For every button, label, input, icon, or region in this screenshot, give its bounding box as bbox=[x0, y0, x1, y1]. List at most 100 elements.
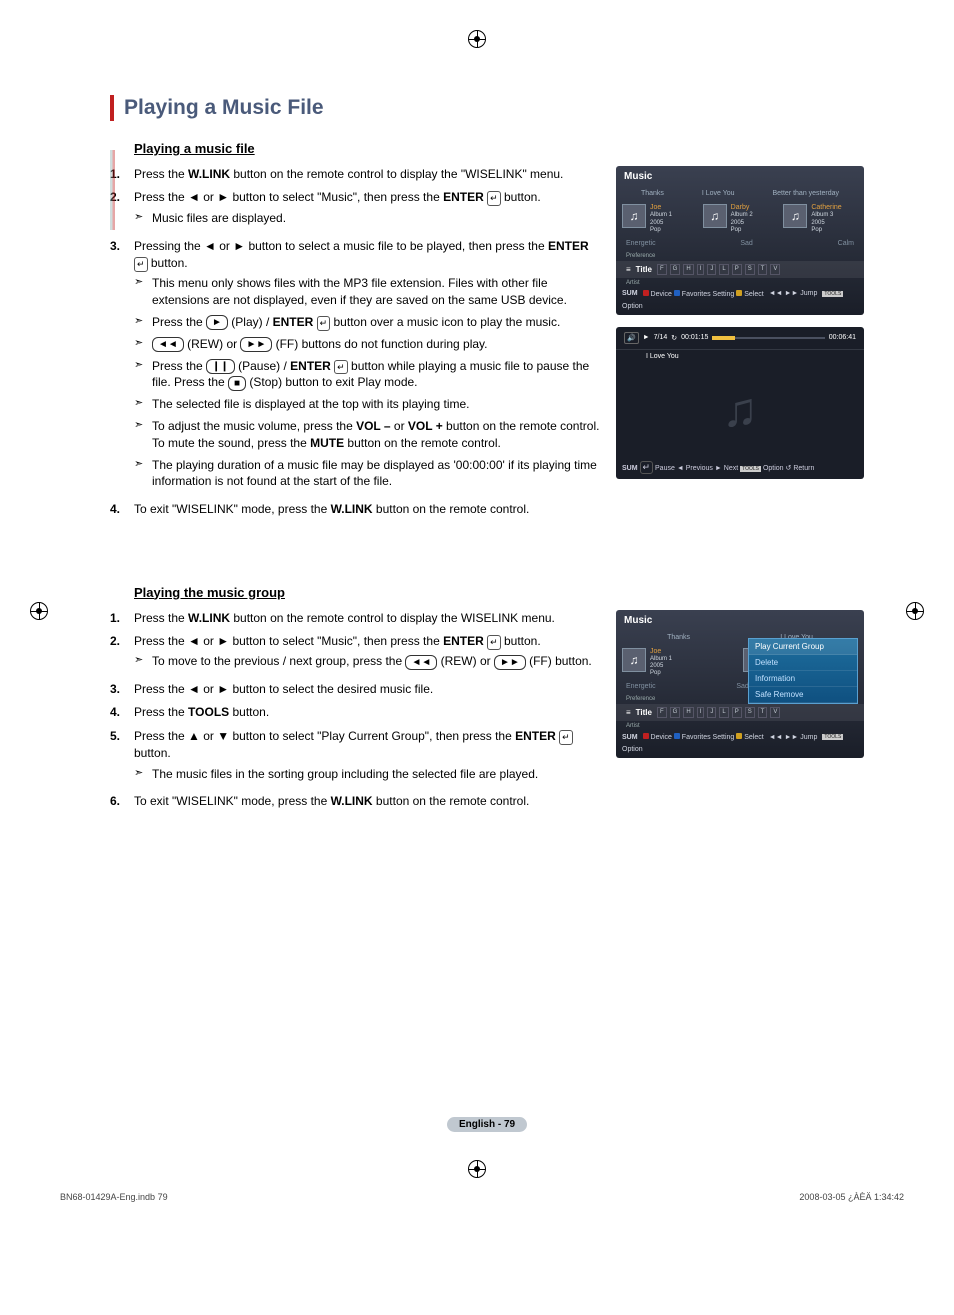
np-pause: Pause bbox=[655, 465, 675, 472]
tools-badge: TOOLS bbox=[822, 734, 843, 740]
sub-item: To adjust the music volume, press the VO… bbox=[134, 418, 602, 452]
tools-badge: TOOLS bbox=[822, 291, 843, 297]
sum-label: SUM bbox=[622, 465, 638, 472]
step-body: Press the ▲ or ▼ button to select "Play … bbox=[134, 728, 602, 788]
np-next: ► Next bbox=[715, 465, 738, 472]
step-number: 3. bbox=[110, 238, 134, 496]
alpha-cell: V bbox=[770, 264, 780, 275]
alpha-cell: L bbox=[719, 707, 728, 718]
sub-item: Press the ❙❙ (Pause) / ENTER ↵ button wh… bbox=[134, 358, 602, 392]
doc-footer: BN68-01429A-Eng.indb 79 2008-03-05 ¿ÀÈÄ … bbox=[0, 1172, 954, 1222]
music-icon: ♫ bbox=[622, 648, 646, 672]
sc-title: Music bbox=[616, 610, 864, 631]
sort-label: Title bbox=[636, 265, 652, 274]
music-browser-screenshot: Music Thanks I Love You Better than yester… bbox=[616, 166, 864, 315]
sum-label: SUM bbox=[622, 290, 638, 297]
step-item: 4.To exit "WISELINK" mode, press the W.L… bbox=[110, 501, 602, 518]
step-number: 6. bbox=[110, 793, 134, 810]
step-body: To exit "WISELINK" mode, press the W.LIN… bbox=[134, 501, 602, 518]
np-visual-icon: ♫ bbox=[616, 363, 864, 458]
alpha-cell: J bbox=[707, 264, 716, 275]
step-body: Press the ◄ or ► button to select "Music… bbox=[134, 633, 602, 675]
title-accent bbox=[110, 95, 114, 121]
step-number: 1. bbox=[110, 610, 134, 627]
sub-item: The selected file is displayed at the to… bbox=[134, 396, 602, 413]
alpha-cell: I bbox=[697, 264, 705, 275]
card-meta: CatherineAlbum 32005Pop bbox=[811, 204, 841, 234]
sub-list: This menu only shows files with the MP3 … bbox=[134, 275, 602, 490]
registration-mark bbox=[468, 1160, 486, 1178]
sort-icon: ≡ bbox=[626, 708, 631, 717]
mood-label: Energetic bbox=[626, 240, 656, 247]
step-item: 5.Press the ▲ or ▼ button to select "Pla… bbox=[110, 728, 602, 788]
step-item: 2.Press the ◄ or ► button to select "Mus… bbox=[110, 633, 602, 675]
page-number: English - 79 bbox=[447, 1117, 527, 1132]
np-play-icon: ► bbox=[643, 334, 650, 341]
step-item: 6.To exit "WISELINK" mode, press the W.L… bbox=[110, 793, 602, 810]
step-item: 1.Press the W.LINK button on the remote … bbox=[110, 166, 602, 183]
alpha-cell: F bbox=[657, 264, 667, 275]
alpha-cell: P bbox=[732, 707, 742, 718]
step-item: 3.Press the ◄ or ► button to select the … bbox=[110, 681, 602, 698]
page-number-row: English - 79 bbox=[110, 1117, 864, 1132]
footer-option: Option bbox=[622, 746, 643, 753]
step-number: 3. bbox=[110, 681, 134, 698]
alpha-cell: S bbox=[745, 707, 755, 718]
footer-option: Option bbox=[622, 303, 643, 310]
preference-label: Preference bbox=[616, 251, 864, 261]
sc-title: Music bbox=[616, 166, 864, 187]
alpha-cell: T bbox=[758, 707, 768, 718]
sub-item: This menu only shows files with the MP3 … bbox=[134, 275, 602, 309]
music-browser-menu-screenshot: Music ThanksI Love You Play Current Grou… bbox=[616, 610, 864, 759]
sort-label: Title bbox=[636, 708, 652, 717]
step-body: Press the W.LINK button on the remote co… bbox=[134, 610, 602, 627]
tab-label: Thanks bbox=[641, 190, 664, 197]
step-body: To exit "WISELINK" mode, press the W.LIN… bbox=[134, 793, 602, 810]
card-meta: DarbyAlbum 22005Pop bbox=[731, 204, 753, 234]
footer-item: Favorites Setting bbox=[674, 734, 736, 741]
mood-label: Sad bbox=[740, 240, 752, 247]
step-item: 3.Pressing the ◄ or ► button to select a… bbox=[110, 238, 602, 496]
context-menu-item: Delete bbox=[749, 655, 857, 671]
sum-label: SUM bbox=[622, 734, 638, 741]
sub-list: Music files are displayed. bbox=[134, 210, 602, 227]
np-loop-icon: ↻ bbox=[671, 334, 677, 342]
music-icon: ♫ bbox=[703, 204, 727, 228]
artist-label: Artist bbox=[616, 721, 864, 731]
tab-label: Better than yesterday bbox=[772, 190, 839, 197]
tab-label: I Love You bbox=[702, 190, 735, 197]
side-accent-bar bbox=[110, 150, 115, 230]
step-number: 4. bbox=[110, 704, 134, 721]
tools-badge: TOOLS bbox=[740, 466, 761, 472]
alpha-cell: T bbox=[758, 264, 768, 275]
mood-label: Energetic bbox=[626, 683, 656, 690]
step-body: Press the TOOLS button. bbox=[134, 704, 602, 721]
sub-item: To move to the previous / next group, pr… bbox=[134, 653, 602, 670]
page-title-row: Playing a Music File bbox=[110, 95, 864, 121]
step-body: Press the W.LINK button on the remote co… bbox=[134, 166, 602, 183]
np-return: ↺ Return bbox=[786, 465, 815, 472]
step-item: 2.Press the ◄ or ► button to select "Mus… bbox=[110, 189, 602, 231]
card-meta: JoeAlbum 12005Pop bbox=[650, 204, 672, 234]
registration-mark bbox=[468, 30, 486, 48]
enter-icon: ↵ bbox=[640, 461, 654, 474]
np-prev: ◄ Previous bbox=[677, 465, 713, 472]
mood-label: Sad bbox=[736, 683, 748, 690]
step-item: 1.Press the W.LINK button on the remote … bbox=[110, 610, 602, 627]
music-card: ♫JoeAlbum 12005Pop bbox=[622, 648, 737, 678]
footer-item: Select bbox=[736, 291, 763, 298]
music-card: ♫JoeAlbum 12005Pop bbox=[622, 204, 697, 234]
music-card: ♫DarbyAlbum 22005Pop bbox=[703, 204, 778, 234]
artist-label: Artist bbox=[616, 278, 864, 288]
music-icon: ♫ bbox=[783, 204, 807, 228]
step-body: Press the ◄ or ► button to select "Music… bbox=[134, 189, 602, 231]
sub-item: Press the ► (Play) / ENTER ↵ button over… bbox=[134, 314, 602, 331]
alpha-cell: G bbox=[670, 707, 681, 718]
tab-label: Thanks bbox=[667, 634, 690, 641]
sort-icon: ≡ bbox=[626, 265, 631, 274]
np-elapsed: 00:01:15 bbox=[681, 334, 708, 341]
context-menu-item: Safe Remove bbox=[749, 687, 857, 703]
sub-item: Music files are displayed. bbox=[134, 210, 602, 227]
steps-list-1: 1.Press the W.LINK button on the remote … bbox=[110, 166, 602, 519]
section-heading-1: Playing a music file bbox=[110, 141, 864, 156]
